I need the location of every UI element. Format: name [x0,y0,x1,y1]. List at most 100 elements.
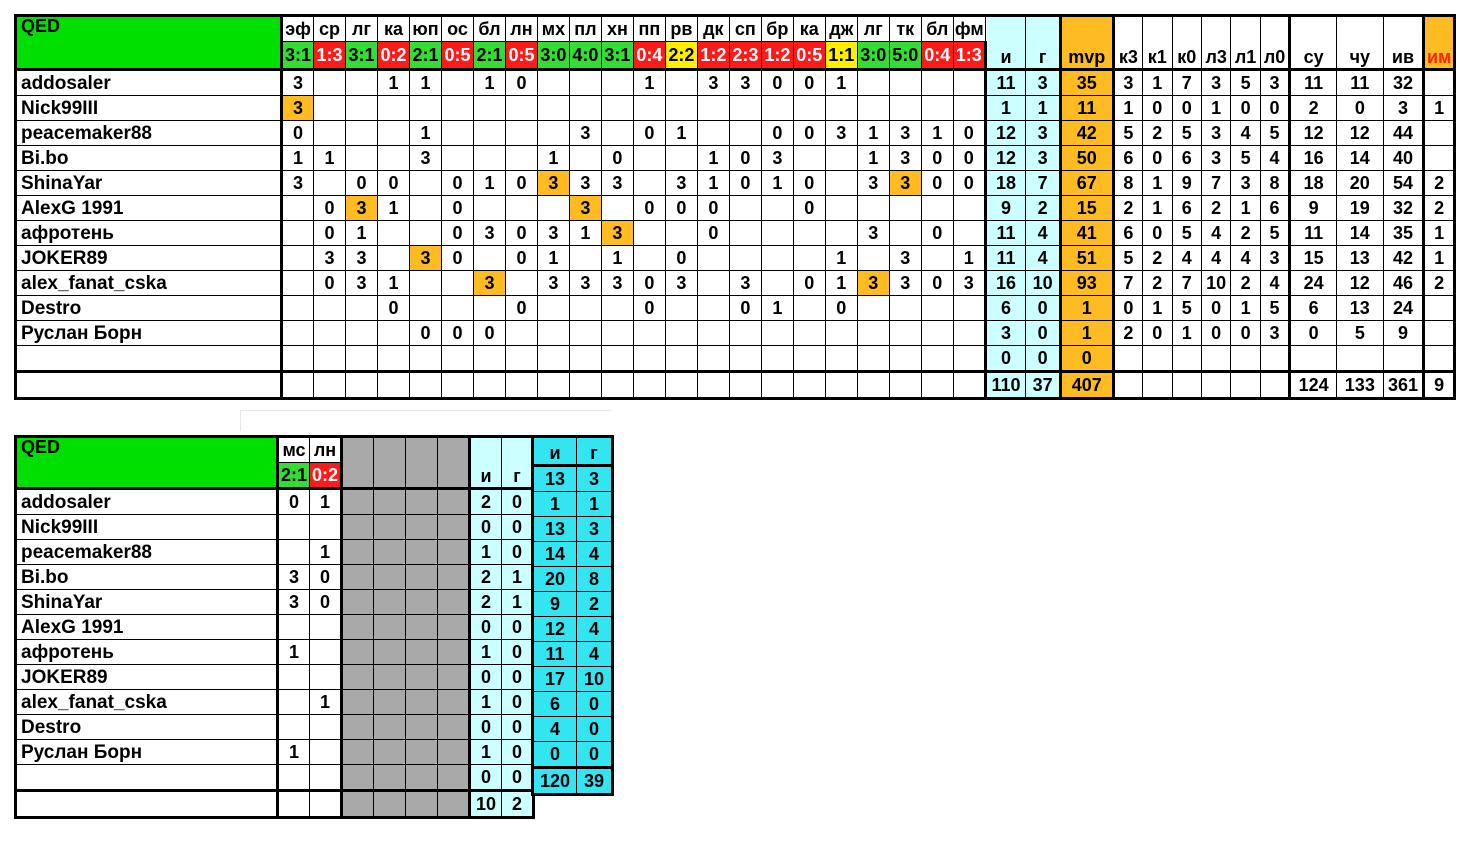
stat-value: 8 [1259,170,1292,196]
match-rating: 3 [888,170,922,196]
stat-value: 7 [1200,170,1232,196]
stat-value: 11 [1335,69,1384,96]
match-rating [377,320,410,346]
match-rating: 0 [504,245,538,271]
stat-value: 0 [469,614,502,640]
stat-header: к3 [1112,15,1144,71]
match-rating [824,345,858,372]
stat-value: 4 [1259,145,1292,171]
match-rating: 0 [632,195,666,221]
totals-row: 110 37 407 124 133 361 9 [14,370,1455,399]
match-score: 2:1 [472,41,506,71]
match-rating: 3 [281,95,315,121]
match-rating [309,764,342,791]
blank-cell [340,689,374,715]
blank-cell [405,514,438,540]
match-score: 0:4 [632,41,666,71]
match-rating [600,95,634,121]
match-rating: 0 [504,220,538,246]
stat-value: 35 [1059,69,1115,96]
match-rating [664,145,698,171]
match-rating [345,69,379,96]
match-rating [277,664,310,690]
opponent-header: ос [440,15,474,42]
opponent-header: дж [824,15,858,42]
stat-value: 5 [1171,120,1202,146]
match-rating: 3 [281,69,315,96]
stat-value: 12 [1335,270,1384,296]
blank-cell [373,639,406,665]
stat-value: 3 [1025,120,1062,146]
empty-cell [313,370,347,399]
season-value: 17 [532,666,577,692]
match-rating: 0 [504,170,538,196]
empty-cell [377,370,410,399]
opponent-header: эф [281,15,315,42]
stat-value: 11 [984,220,1027,246]
match-rating [760,95,794,121]
match-rating [952,345,987,372]
team-name: QED [14,15,284,71]
season-value: 4 [576,616,613,642]
stat-value: 1 [1142,195,1173,221]
player-row: Nick99III 0 0 [15,514,535,540]
blank-cell [405,764,438,791]
empty-cell [920,370,954,399]
score-row: 2:1 0:2 [16,462,534,490]
match-rating [664,69,698,96]
player-row: афротень 0 1 0 3 0 3 1 3 0 3 0 11 4 41 6 0 5 4 2 5 11 14 35 1 [14,220,1455,246]
player-row: Destro 0 0 0 0 1 0 6 0 1 0 1 5 0 1 5 6 13 24 [14,295,1455,321]
match-rating: 0 [504,69,538,96]
match-rating [600,120,634,146]
stat-value: 1 [469,639,502,665]
stat-value: 1 [1423,220,1455,246]
stat-value: 5 [1259,120,1292,146]
match-rating: 0 [952,120,987,146]
match-rating [313,295,347,321]
match-rating [277,539,310,565]
stat-value: 2 [1200,195,1232,221]
stat-value: 2 [1230,220,1261,246]
opponent-header: ср [313,15,347,42]
match-rating: 0 [440,220,474,246]
match-rating: 0 [792,195,826,221]
match-rating [888,320,922,346]
opponent-header: тк [888,15,922,42]
empty-cell [345,370,379,399]
stat-value: 11 [1289,69,1337,96]
player-name: Destro [14,295,284,321]
match-rating [888,220,922,246]
opponent-header: рв [664,15,698,42]
match-rating: 1 [536,245,570,271]
stat-value: 13 [1335,295,1384,321]
match-rating: 0 [632,270,666,296]
player-row: alex_fanat_cska 0 3 1 3 3 3 3 0 3 3 0 1 3 3 0 3 16 10 93 7 2 7… [14,270,1455,296]
match-rating: 1 [309,539,342,565]
stat-value: 18 [984,170,1027,196]
match-rating [536,320,570,346]
stat-value: 24 [1382,295,1426,321]
match-score: 3:0 [856,41,890,71]
match-score: 3:1 [600,41,634,71]
stat-value: 0 [984,345,1027,372]
stat-value: 0 [1142,220,1173,246]
match-rating [728,95,762,121]
stat-value: 1 [469,539,502,565]
blank-cell [405,664,438,690]
match-score: 0:2 [309,462,342,490]
match-rating [824,195,858,221]
opponent-header: ка [792,15,826,42]
match-rating [313,120,347,146]
header-row: QED мс лн и г [15,436,535,490]
stat-value: 4 [1230,245,1261,271]
match-rating [792,295,826,321]
match-rating: 3 [888,120,922,146]
match-rating [536,95,570,121]
blank-cell [437,589,471,615]
opponent-header: дк [696,15,730,42]
match-rating: 0 [920,270,954,296]
player-name: alex_fanat_cska [14,270,284,296]
stat-value [1423,345,1455,372]
